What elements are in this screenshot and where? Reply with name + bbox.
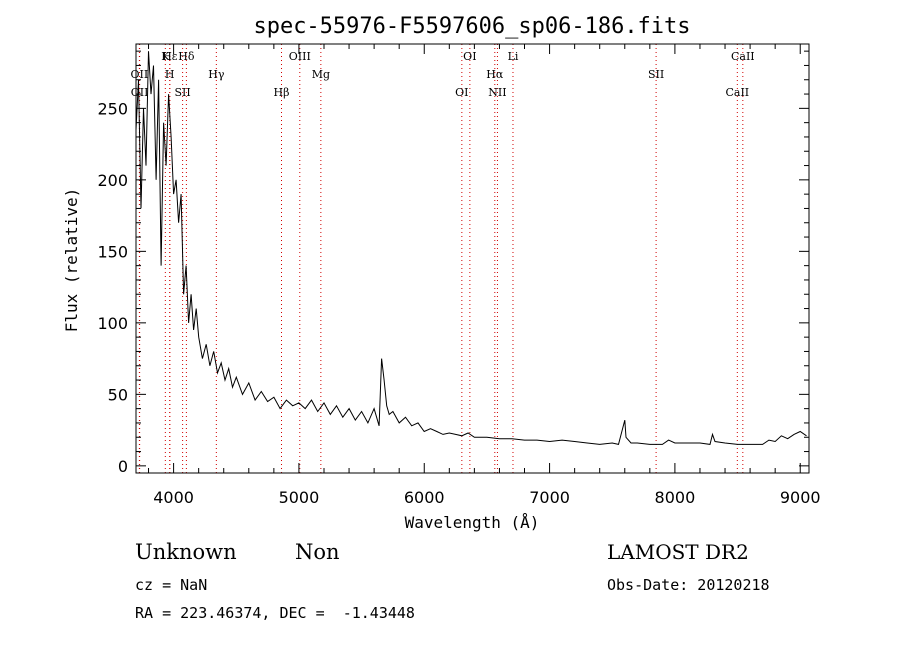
line-marker-label: Hβ xyxy=(274,86,290,99)
spectral-subclass: Non xyxy=(295,540,340,564)
plot-frame xyxy=(135,43,810,474)
x-tick-label: 8000 xyxy=(655,488,696,507)
line-marker-label: H xyxy=(165,68,175,81)
line-marker-label: Hδ xyxy=(178,50,195,63)
y-tick-label: 50 xyxy=(108,385,128,404)
line-marker-label: CaII xyxy=(731,50,755,63)
observation-date: Obs-Date: 20120218 xyxy=(607,576,770,594)
x-axis: 4000 5000 6000 7000 8000 9000 xyxy=(148,44,821,507)
line-marker-label: NII xyxy=(488,86,506,99)
x-tick-label: 9000 xyxy=(780,488,821,507)
line-marker-label: Hα xyxy=(486,68,504,81)
line-marker-label: Hγ xyxy=(208,68,225,81)
x-tick-label: 7000 xyxy=(529,488,570,507)
y-tick-label: 200 xyxy=(97,171,128,190)
line-marker-label: Mg xyxy=(312,68,330,81)
line-marker-label: CaII xyxy=(725,86,749,99)
series-line-flux xyxy=(135,51,807,445)
x-tick-label: 5000 xyxy=(279,488,320,507)
y-axis-label: Flux (relative) xyxy=(62,188,81,333)
x-tick-label: 4000 xyxy=(153,488,194,507)
line-marker-label: Li xyxy=(508,50,519,63)
y-tick-label: 0 xyxy=(118,457,128,476)
line-marker-label: SII xyxy=(175,86,191,99)
coordinates: RA = 223.46374, DEC = -1.43448 xyxy=(135,604,415,622)
line-marker-label: OIII xyxy=(289,50,311,63)
spectral-line-labels: HεOIIOIIKHSIIHδHγHβOIIIMgOIOIHαNIILiSIIC… xyxy=(131,50,755,99)
line-marker-label: OII xyxy=(131,86,149,99)
y-axis: 0 50 100 150 200 250 xyxy=(97,50,809,476)
x-axis-label: Wavelength (Å) xyxy=(405,513,540,532)
spectral-line-markers xyxy=(138,44,744,473)
redshift-cz: cz = NaN xyxy=(135,576,208,594)
line-marker-label: OI xyxy=(463,50,476,63)
line-marker-label: K xyxy=(161,50,170,63)
line-marker-label: OII xyxy=(131,68,149,81)
spectral-class: Unknown xyxy=(135,540,237,564)
y-tick-label: 250 xyxy=(97,99,128,118)
line-marker-label: OI xyxy=(455,86,468,99)
chart-title: spec-55976-F5597606_sp06-186.fits xyxy=(253,14,690,39)
x-tick-label: 6000 xyxy=(404,488,445,507)
y-tick-label: 100 xyxy=(97,314,128,333)
y-tick-label: 150 xyxy=(97,242,128,261)
survey-name: LAMOST DR2 xyxy=(607,540,749,564)
line-marker-label: SII xyxy=(648,68,664,81)
